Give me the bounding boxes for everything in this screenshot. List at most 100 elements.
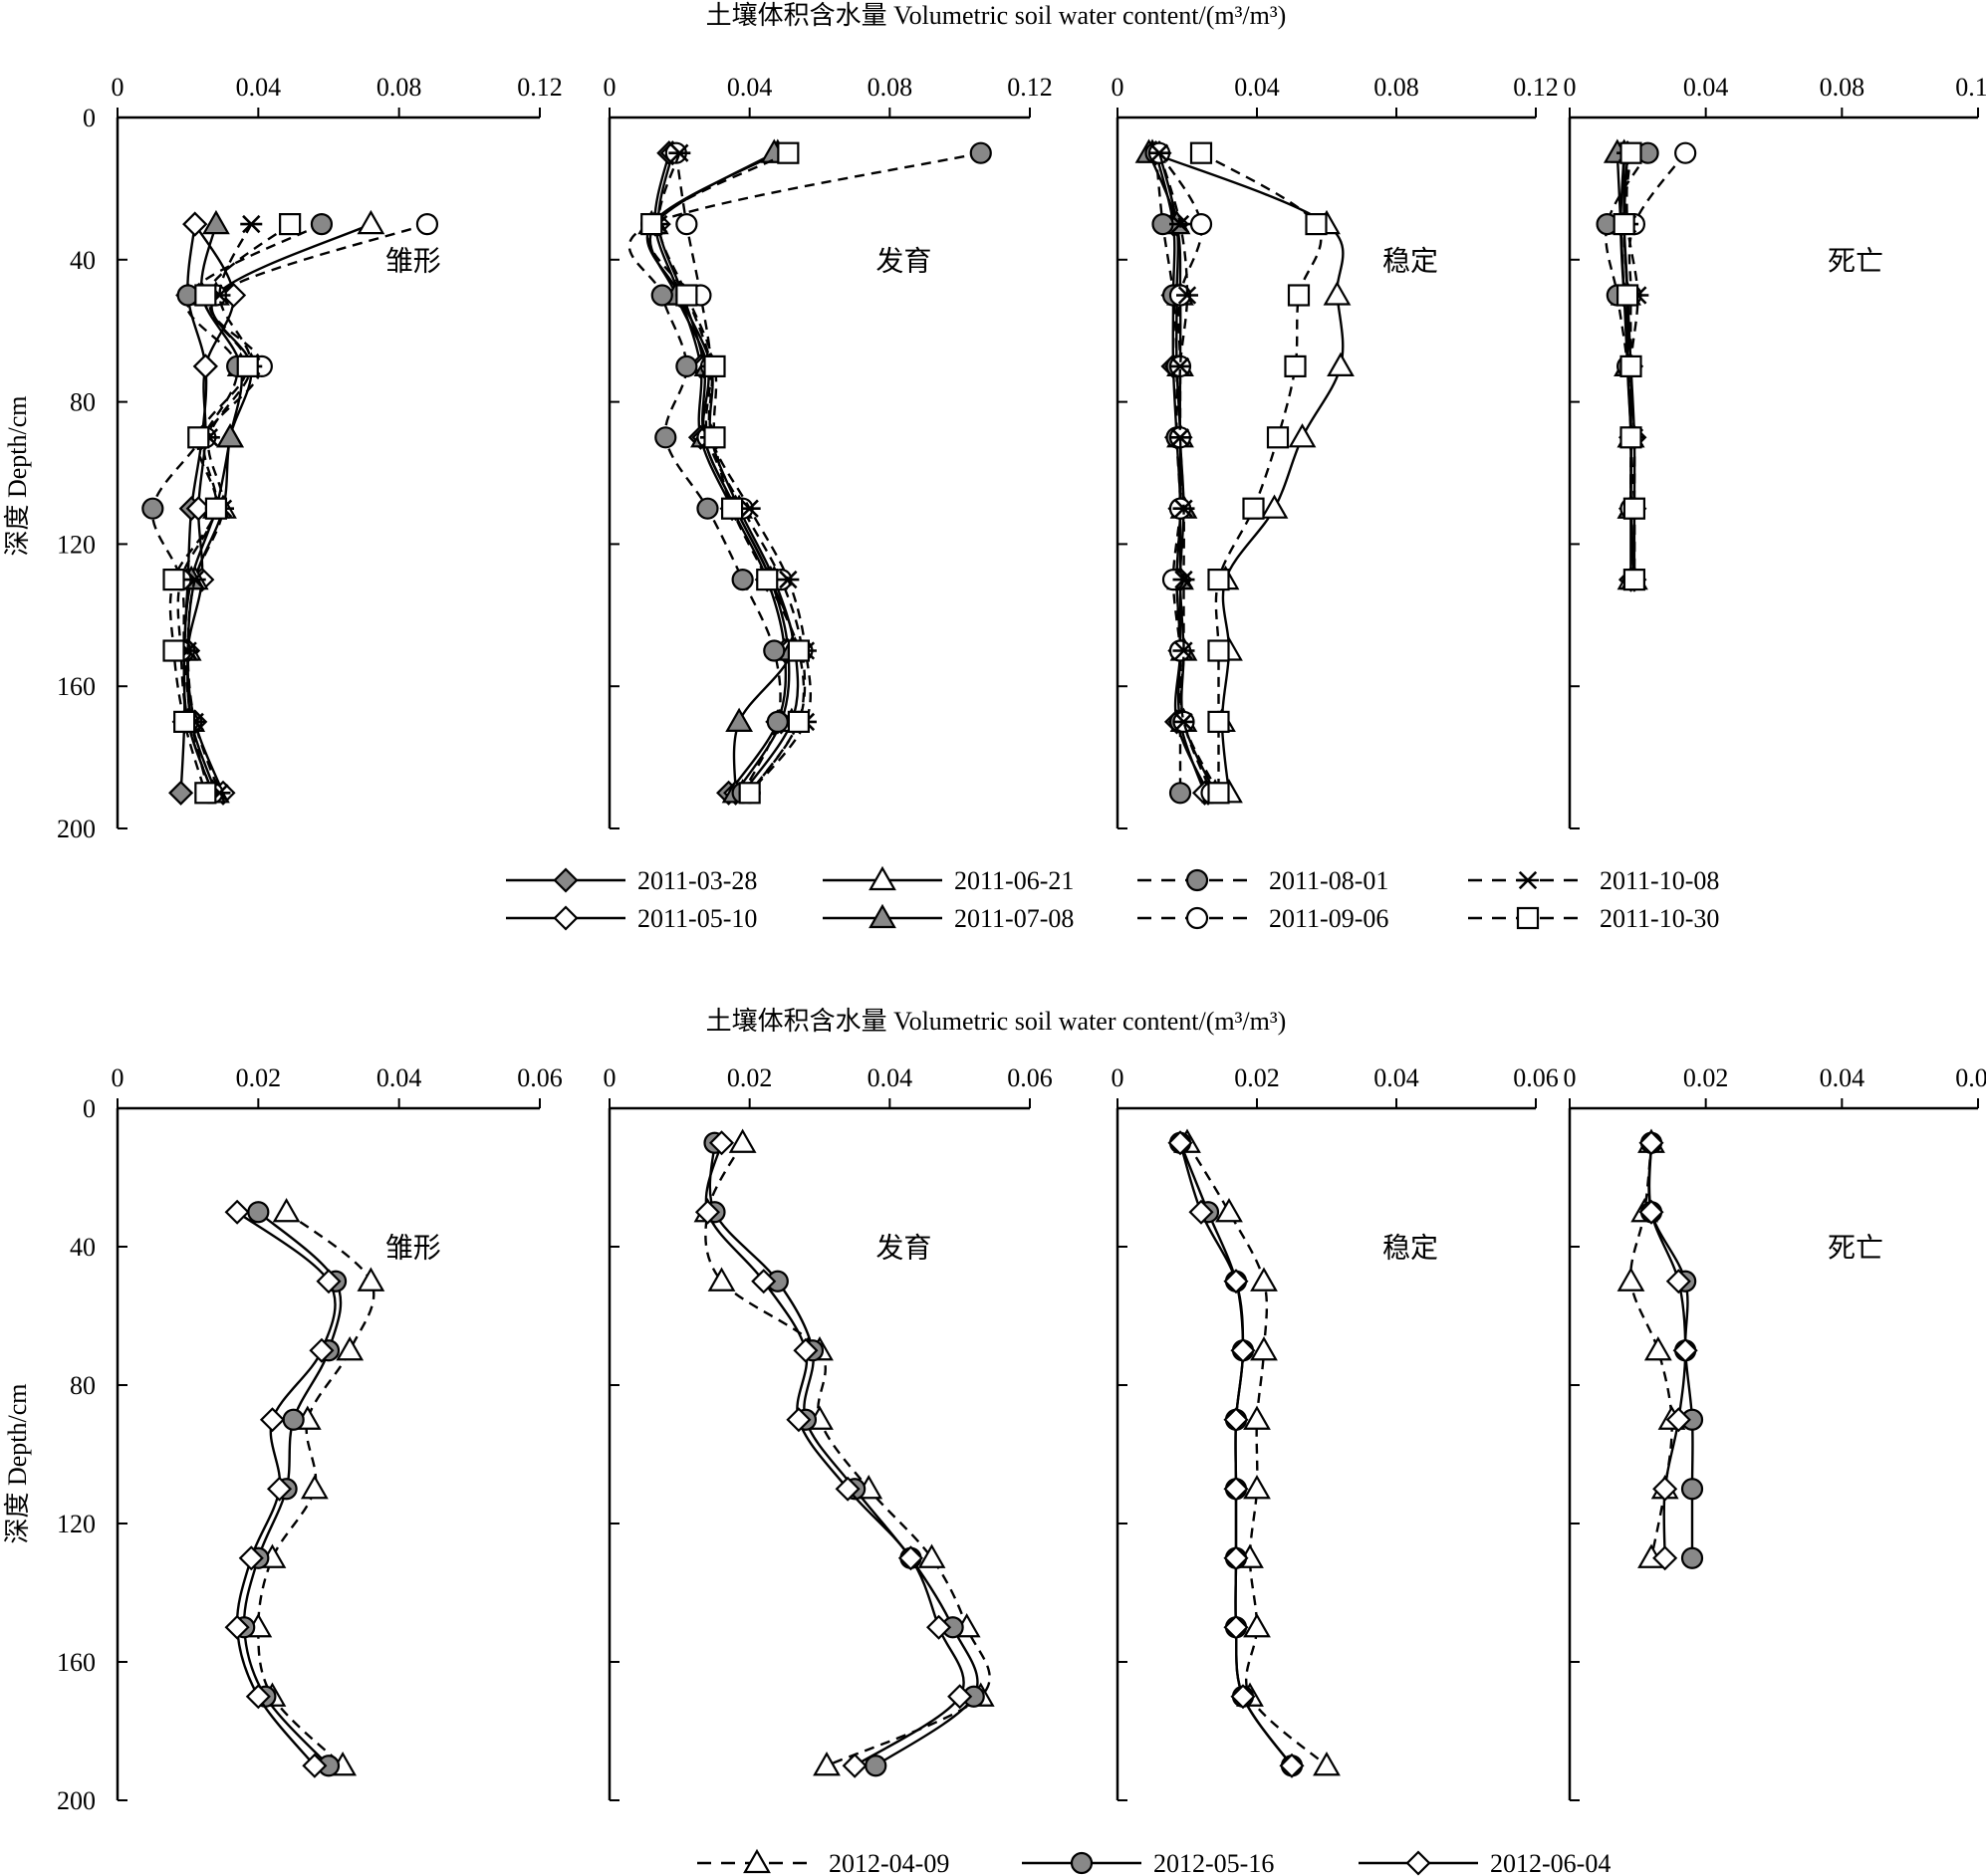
data-point (300, 1475, 329, 1500)
data-point (1622, 568, 1646, 591)
data-point (1223, 1476, 1249, 1502)
top-x-axis-title: 土壤体积含水量 Volumetric soil water content/(m… (706, 1, 1287, 30)
panel-title: 死亡 (1828, 246, 1883, 278)
data-point (1172, 499, 1195, 518)
series-8 (1189, 141, 1328, 805)
x-tick-label: 0.02 (236, 1063, 282, 1092)
x-tick-label: 0.02 (727, 1063, 773, 1092)
x-tick-label: 0.06 (517, 1063, 563, 1092)
data-point (1652, 1476, 1678, 1502)
y-tick-label: 160 (57, 672, 96, 701)
data-point (696, 497, 719, 520)
x-tick-label: 0 (112, 73, 124, 102)
series-line (1200, 151, 1323, 794)
data-point (1188, 1199, 1214, 1225)
data-point (1169, 428, 1191, 447)
series-line (257, 1211, 375, 1767)
y-tick-label: 80 (70, 1371, 96, 1400)
data-point (731, 568, 754, 591)
series-line (1157, 152, 1213, 794)
x-tick-label: 0.04 (1234, 73, 1280, 102)
x-tick-label: 0.12 (1955, 73, 1986, 102)
data-point (202, 209, 230, 235)
x-tick-label: 0 (604, 73, 617, 102)
legend-marker (1517, 870, 1539, 890)
data-point (786, 1407, 812, 1433)
data-point (751, 1269, 777, 1294)
data-point (1243, 1405, 1271, 1430)
legend-label: 2011-10-30 (1600, 904, 1719, 933)
x-tick-label: 0.02 (1683, 1063, 1729, 1092)
data-point (708, 1130, 735, 1156)
y-tick-label: 80 (70, 388, 96, 417)
data-point (1223, 1614, 1249, 1640)
data-point (204, 497, 228, 520)
data-point (247, 1201, 270, 1224)
data-point (1665, 1269, 1691, 1294)
data-point (310, 213, 334, 236)
x-tick-label: 0.04 (376, 1063, 422, 1092)
data-point (703, 354, 726, 377)
panel-6: 0 0.02 0.04 0.06 发育 (604, 1063, 1053, 1801)
data-point (216, 423, 244, 448)
y-tick-label: 120 (57, 530, 96, 559)
data-point (725, 707, 754, 733)
data-point (793, 1337, 819, 1363)
series-7 (1148, 143, 1230, 803)
data-point (1172, 712, 1195, 732)
data-point (1167, 1130, 1193, 1156)
data-point (1672, 1337, 1698, 1363)
data-point (194, 284, 217, 307)
data-point (1230, 1337, 1256, 1363)
data-point (1250, 1267, 1278, 1291)
data-point (279, 213, 302, 236)
data-point (238, 1545, 264, 1571)
data-point (1172, 570, 1195, 589)
x-tick-label: 0.06 (1007, 1063, 1053, 1092)
x-tick-label: 0.04 (236, 73, 282, 102)
data-point (282, 1408, 305, 1431)
legend-label: 2011-09-06 (1269, 904, 1388, 933)
data-point (192, 353, 218, 379)
x-tick-label: 0.02 (1234, 1063, 1280, 1092)
panel-title: 发育 (875, 1232, 931, 1264)
data-point (1189, 213, 1213, 236)
x-tick-label: 0 (112, 1063, 124, 1092)
data-point (1313, 1752, 1341, 1776)
data-point (897, 1545, 923, 1571)
data-point (336, 1336, 365, 1361)
data-point (668, 143, 691, 162)
panel-title: 雏形 (385, 1232, 441, 1264)
data-point (707, 1267, 736, 1291)
data-point (728, 1128, 757, 1153)
data-point (1169, 214, 1191, 234)
x-tick-label: 0.08 (1820, 73, 1865, 102)
data-point (720, 497, 744, 520)
legend-marker (1185, 906, 1209, 930)
data-point (694, 1199, 721, 1225)
data-point (675, 213, 698, 236)
series-1 (642, 140, 798, 806)
data-point (187, 426, 210, 449)
data-point (1305, 213, 1328, 236)
data-point (1323, 281, 1352, 306)
data-point (675, 354, 698, 377)
data-point (1284, 354, 1307, 377)
series-line (150, 223, 323, 794)
data-point (1615, 284, 1639, 307)
x-tick-label: 0.12 (1513, 73, 1559, 102)
x-tick-label: 0 (1564, 1063, 1577, 1092)
legend-item: 2011-05-10 (506, 904, 757, 933)
y-tick-label: 0 (83, 1094, 96, 1123)
legends-layer: 2011-03-28 2011-05-10 2011-06-21 2011-07-08… (506, 865, 1719, 1876)
series-8 (162, 213, 302, 805)
data-point (309, 1337, 335, 1363)
legend-item: 2011-09-06 (1137, 904, 1388, 933)
y-tick-label: 40 (70, 1233, 96, 1262)
series-8 (1613, 141, 1646, 591)
x-tick-label: 0.06 (1955, 1063, 1986, 1092)
series-6 (664, 141, 814, 805)
x-tick-label: 0.06 (1513, 1063, 1559, 1092)
series-1 (1616, 1128, 1686, 1568)
x-tick-label: 0.04 (1683, 73, 1729, 102)
